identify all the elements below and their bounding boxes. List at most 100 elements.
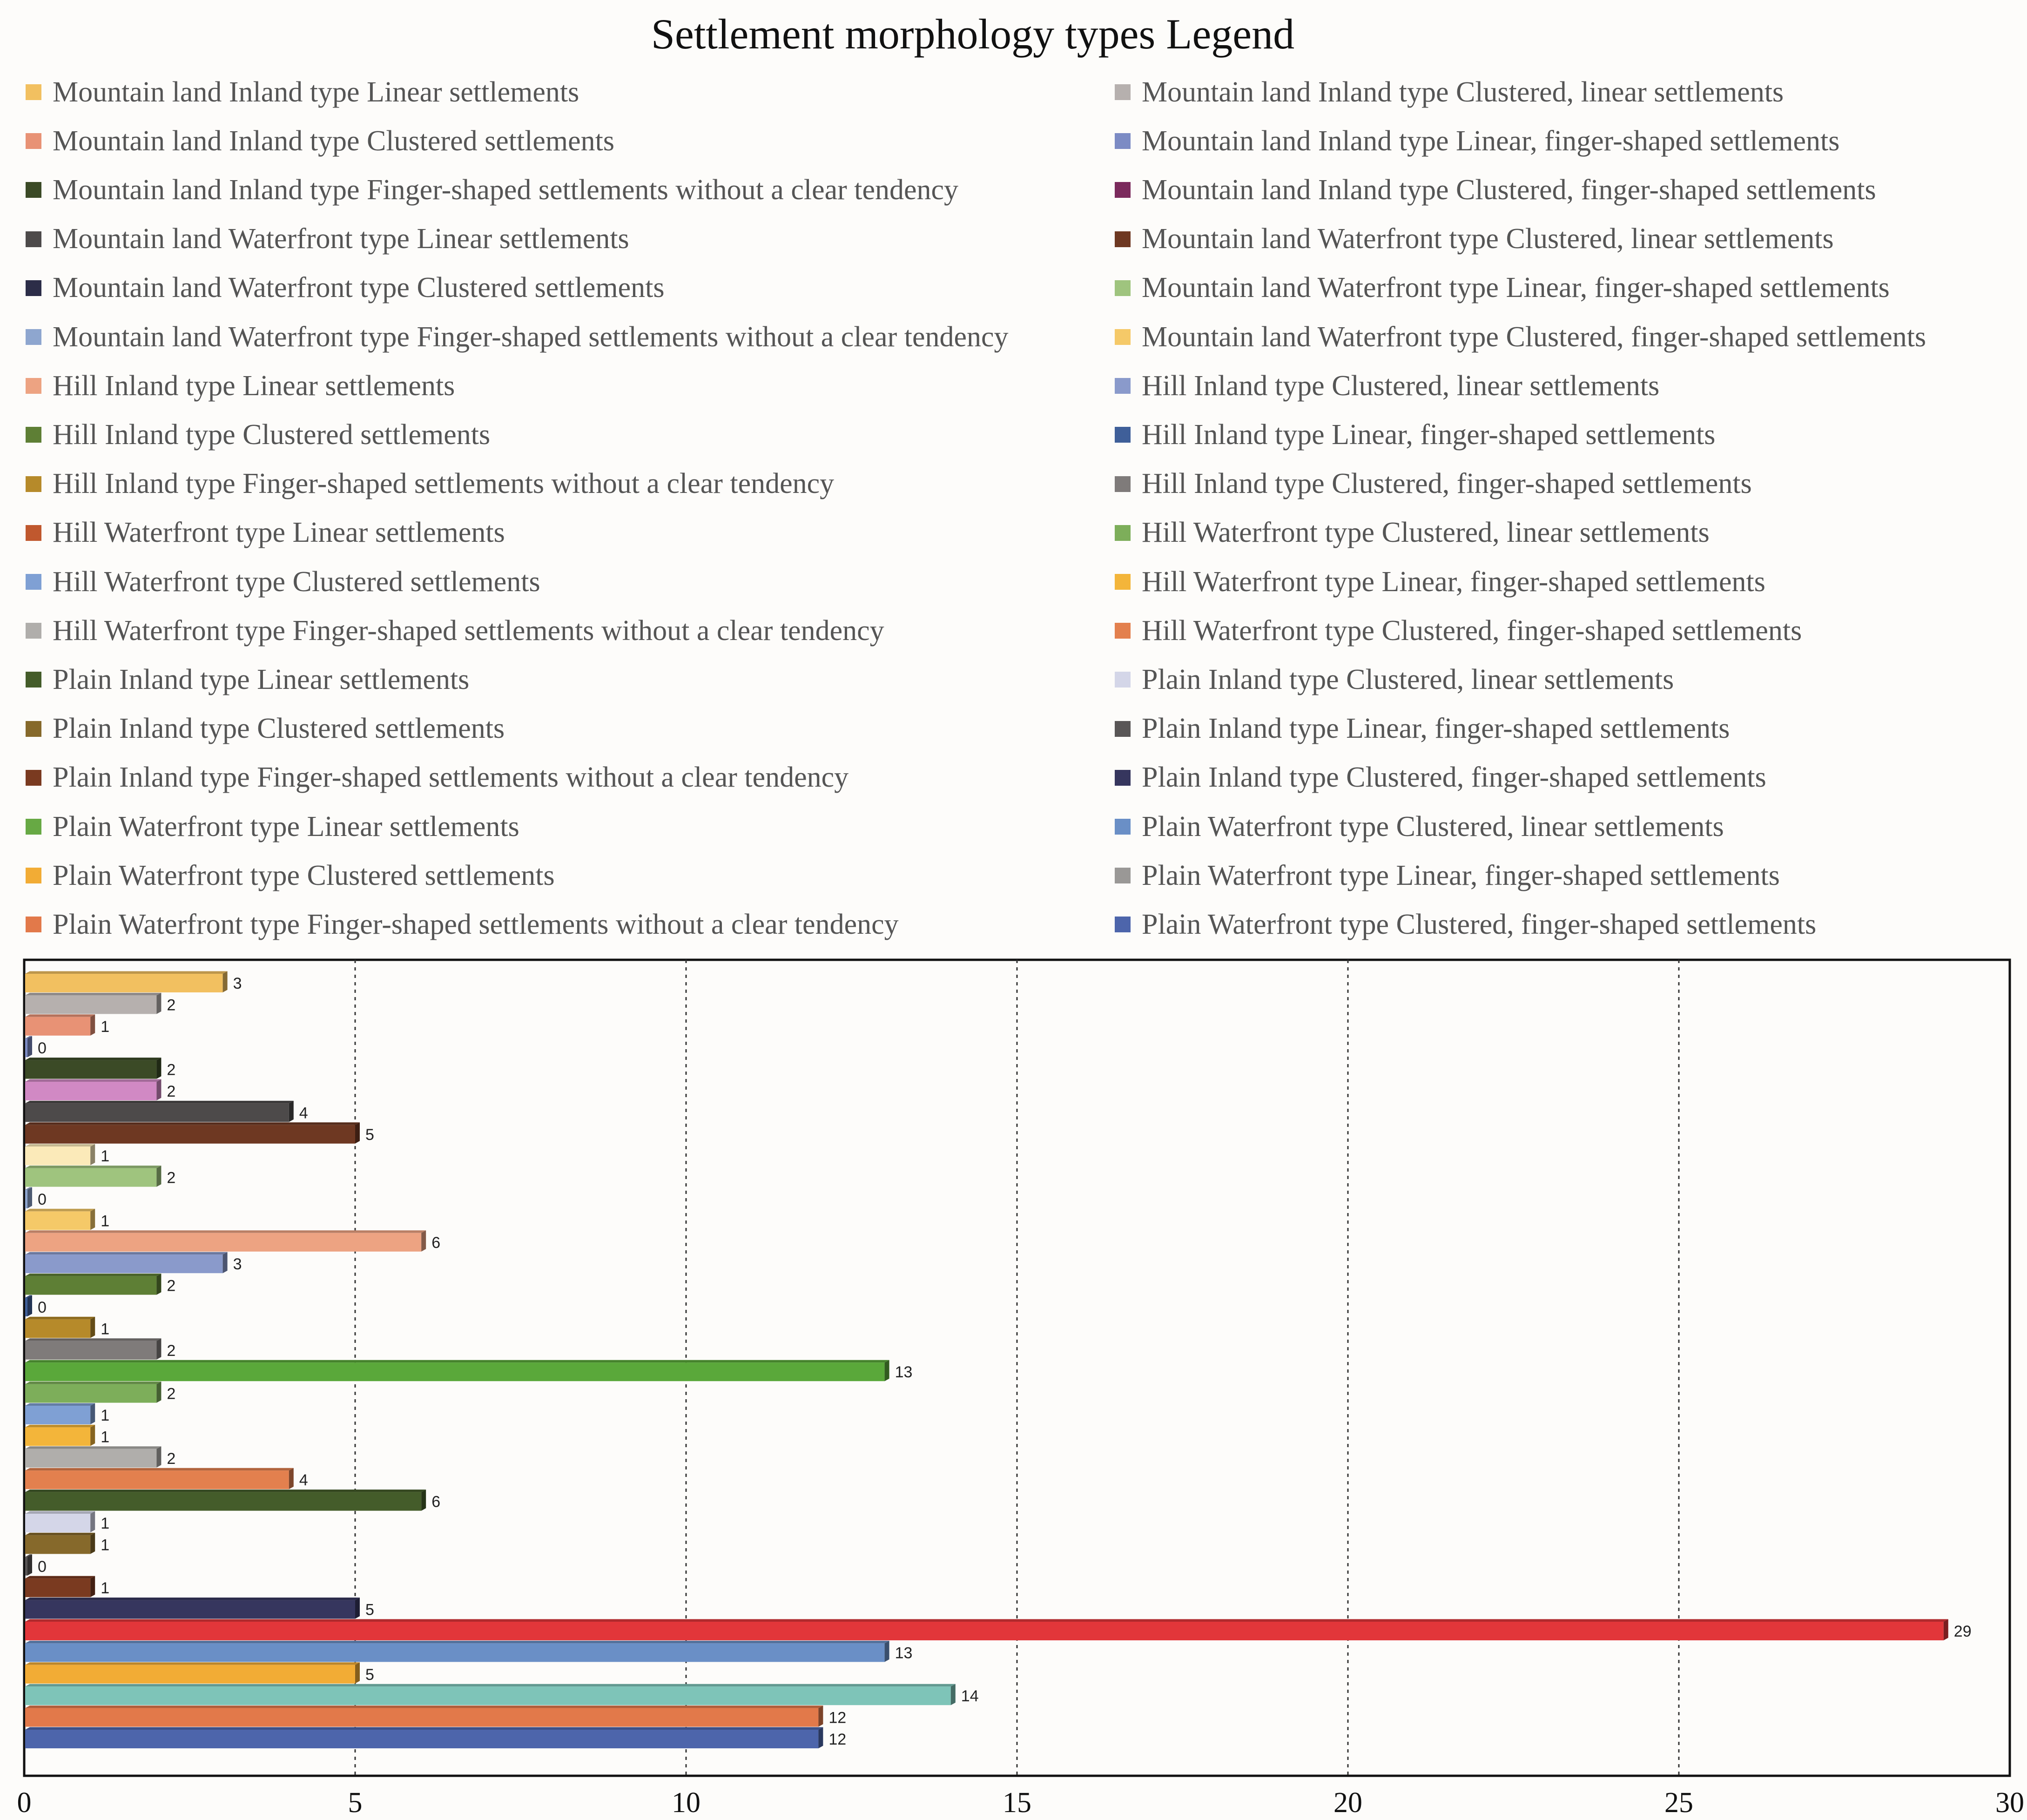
bar xyxy=(25,1252,228,1274)
bar-front-face xyxy=(25,1384,157,1403)
bar xyxy=(25,1727,823,1748)
bar-end-face xyxy=(90,1576,95,1598)
legend-item: Plain Waterfront type Linear, finger-sha… xyxy=(1115,852,1780,899)
legend-label: Plain Waterfront type Clustered, linear … xyxy=(1142,810,1724,843)
bar xyxy=(25,992,162,1014)
x-tick-label: 0 xyxy=(17,1787,32,1819)
legend-label: Hill Waterfront type Linear settlements xyxy=(53,517,505,549)
legend-swatch xyxy=(1115,819,1131,835)
legend-label: Plain Inland type Linear, finger-shaped … xyxy=(1142,713,1730,745)
bar-top-face xyxy=(25,1554,32,1557)
legend-label: Mountain land Inland type Clustered, fin… xyxy=(1142,174,1876,206)
bar-front-face xyxy=(25,1168,157,1187)
data-label: 1 xyxy=(101,1536,109,1554)
data-label: 13 xyxy=(895,1363,913,1381)
bar-end-face xyxy=(27,1187,32,1208)
legend-swatch xyxy=(1115,476,1131,492)
legend-item: Hill Waterfront type Finger-shaped settl… xyxy=(26,607,884,654)
bar-top-face xyxy=(25,1403,95,1406)
data-label: 5 xyxy=(365,1601,374,1619)
data-label: 6 xyxy=(431,1234,440,1252)
legend-swatch xyxy=(26,378,41,394)
bar-front-face xyxy=(25,1060,157,1079)
legend-label: Hill Inland type Clustered, linear settl… xyxy=(1142,370,1660,402)
bar-front-face xyxy=(25,1298,27,1316)
legend-swatch xyxy=(1115,672,1131,688)
bar-top-face xyxy=(25,1295,32,1298)
legend-label: Plain Waterfront type Linear settlements xyxy=(53,810,519,843)
bar-top-face xyxy=(25,1684,956,1687)
bar-end-face xyxy=(156,992,162,1014)
bar xyxy=(25,1598,360,1619)
bar xyxy=(25,1640,889,1662)
bar xyxy=(25,1079,162,1100)
data-label: 1 xyxy=(101,1147,109,1165)
bar xyxy=(25,1100,294,1122)
bar-front-face xyxy=(25,1146,91,1166)
legend-item: Mountain land Inland type Clustered sett… xyxy=(26,118,614,164)
bar-top-face xyxy=(25,1705,823,1708)
x-tick-label: 15 xyxy=(1003,1787,1031,1819)
legend-swatch xyxy=(1115,868,1131,884)
legend-label: Plain Inland type Clustered, finger-shap… xyxy=(1142,762,1766,794)
bar-end-face xyxy=(90,1144,95,1166)
legend-swatch xyxy=(26,427,41,443)
bar-top-face xyxy=(25,1058,162,1060)
legend-label: Hill Waterfront type Clustered, linear s… xyxy=(1142,517,1710,549)
bar-end-face xyxy=(156,1166,162,1187)
legend-item: Hill Inland type Finger-shaped settlemen… xyxy=(26,461,834,507)
data-label: 1 xyxy=(101,1018,109,1036)
bar-end-face xyxy=(90,1511,95,1532)
bar-front-face xyxy=(25,1643,885,1662)
bar-end-face xyxy=(90,1403,95,1424)
legend-label: Plain Inland type Finger-shaped settleme… xyxy=(53,762,849,794)
bar xyxy=(25,1274,162,1295)
bar-end-face xyxy=(884,1360,889,1382)
data-label: 1 xyxy=(101,1212,109,1230)
legend-swatch xyxy=(26,917,41,933)
bar-front-face xyxy=(25,1406,91,1424)
bar-top-face xyxy=(25,1122,360,1125)
data-label: 2 xyxy=(167,1061,175,1079)
legend-item: Hill Inland type Linear settlements xyxy=(26,363,455,409)
bar xyxy=(25,1662,360,1684)
bar-end-face xyxy=(90,1532,95,1554)
bar xyxy=(25,1187,32,1208)
legend-item: Plain Waterfront type Linear settlements xyxy=(26,803,519,850)
bar-top-face xyxy=(25,1598,360,1600)
bar-top-face xyxy=(25,1360,889,1363)
x-tick-label: 30 xyxy=(1995,1787,2024,1819)
bar-top-face xyxy=(25,1230,426,1233)
bar-end-face xyxy=(884,1640,889,1662)
bar-top-face xyxy=(25,1468,294,1471)
bar-front-face xyxy=(25,974,223,992)
legend-swatch xyxy=(26,231,41,247)
legend-item: Mountain land Inland type Linear settlem… xyxy=(26,69,579,115)
bar-top-face xyxy=(25,1208,95,1212)
bar xyxy=(25,1446,162,1468)
bar-front-face xyxy=(25,1470,289,1490)
legend-swatch xyxy=(1115,84,1131,100)
data-label: 0 xyxy=(38,1299,47,1316)
bar-end-face xyxy=(156,1338,162,1360)
legend-swatch xyxy=(1115,329,1131,345)
legend-label: Mountain land Inland type Clustered, lin… xyxy=(1142,76,1784,108)
bar xyxy=(25,1122,360,1144)
bar xyxy=(25,1403,95,1424)
bar-top-face xyxy=(25,971,228,974)
bar-top-face xyxy=(25,1252,228,1255)
data-label: 1 xyxy=(101,1515,109,1532)
legend-label: Plain Waterfront type Clustered, finger-… xyxy=(1142,908,1817,940)
bar-front-face xyxy=(25,1082,157,1100)
bar xyxy=(25,1360,889,1382)
legend-label: Mountain land Inland type Linear settlem… xyxy=(53,76,579,108)
bar-front-face xyxy=(25,1319,91,1338)
legend-label: Hill Inland type Clustered, finger-shape… xyxy=(1142,468,1752,500)
data-label: 12 xyxy=(828,1731,846,1748)
bar-end-face xyxy=(90,1014,95,1036)
data-label: 1 xyxy=(101,1320,109,1338)
bar-top-face xyxy=(25,1036,32,1039)
legend-label: Mountain land Inland type Clustered sett… xyxy=(53,125,615,157)
legend-item: Mountain land Waterfront type Clustered,… xyxy=(1115,216,1834,263)
bar xyxy=(25,1338,162,1360)
